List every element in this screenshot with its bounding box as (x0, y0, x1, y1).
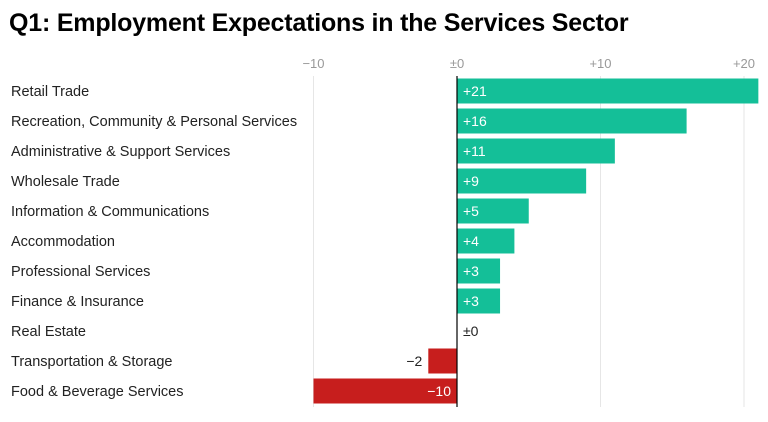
data-label: +9 (463, 173, 479, 189)
x-tick-label: +20 (733, 56, 755, 71)
category-label: Real Estate (11, 324, 86, 340)
category-label: Transportation & Storage (11, 354, 172, 370)
data-label: +11 (463, 143, 486, 159)
category-label: Administrative & Support Services (11, 144, 230, 160)
bar (457, 288, 501, 314)
x-tick-label: +10 (589, 56, 611, 71)
data-label: +3 (463, 263, 479, 279)
category-label: Professional Services (11, 264, 150, 280)
bar (457, 198, 529, 224)
data-label: +4 (463, 233, 479, 249)
category-label: Accommodation (11, 234, 115, 250)
category-label: Finance & Insurance (11, 294, 144, 310)
data-label: −10 (427, 383, 451, 399)
bar (313, 378, 457, 404)
bar (457, 258, 501, 284)
bar (457, 138, 615, 164)
bar (457, 108, 687, 134)
data-label: ±0 (463, 323, 479, 339)
category-label: Food & Beverage Services (11, 384, 183, 400)
bar (457, 168, 587, 194)
data-label: −2 (406, 353, 422, 369)
bar (428, 348, 457, 374)
category-label: Information & Communications (11, 204, 209, 220)
category-label: Retail Trade (11, 84, 89, 100)
x-tick-label: −10 (302, 56, 324, 71)
bar (457, 78, 759, 104)
data-label: +5 (463, 203, 479, 219)
bar (457, 228, 515, 254)
data-label: +16 (463, 113, 487, 129)
category-label: Wholesale Trade (11, 174, 120, 190)
x-tick-label: ±0 (450, 56, 464, 71)
data-label: +3 (463, 293, 479, 309)
data-label: +21 (463, 83, 487, 99)
category-label: Recreation, Community & Personal Service… (11, 114, 297, 130)
chart-title: Q1: Employment Expectations in the Servi… (9, 9, 629, 37)
